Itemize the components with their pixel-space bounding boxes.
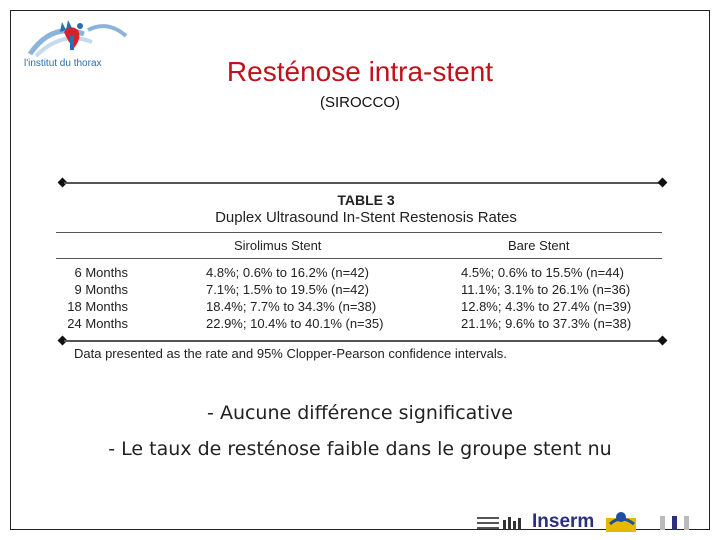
row-label: 9 Months <box>74 282 128 297</box>
col-bare: Bare Stent <box>508 238 570 253</box>
table-row: 18 Months 18.4%; 7.7% to 34.3% (n=38) 12… <box>56 299 676 316</box>
table-row: 6 Months 4.8%; 0.6% to 16.2% (n=42) 4.5%… <box>56 265 676 282</box>
institute-logo-icon <box>477 517 521 530</box>
row-label: 18 Months <box>67 299 128 314</box>
slide-frame <box>10 10 710 530</box>
col-sirolimus: Sirolimus Stent <box>234 238 322 253</box>
nantes-logo-icon <box>660 516 689 530</box>
footer-logos: Inserm <box>470 510 710 536</box>
institut-thorax-logo: l'institut du thorax <box>22 16 132 74</box>
inserm-logo: Inserm <box>532 511 595 532</box>
table-footnote: Data presented as the rate and 95% Clopp… <box>74 346 507 361</box>
bullet-1: - Aucune différence significative <box>207 402 513 424</box>
table-label: TABLE 3 <box>337 192 395 208</box>
top-rule <box>64 182 660 184</box>
rule-right-diamond-icon <box>657 335 668 346</box>
bottom-rule <box>64 340 660 342</box>
body-rule <box>56 258 662 259</box>
table-row: 24 Months 22.9%; 10.4% to 40.1% (n=35) 2… <box>56 316 676 333</box>
restenosis-table: TABLE 3 Duplex Ultrasound In-Stent Reste… <box>56 172 676 372</box>
cell-bare: 12.8%; 4.3% to 27.4% (n=39) <box>461 299 632 314</box>
cell-bare: 4.5%; 0.6% to 15.5% (n=44) <box>461 265 624 280</box>
logo-text: l'institut du thorax <box>24 58 102 69</box>
thorax-logo-icon <box>27 20 128 58</box>
university-logo-icon <box>606 512 636 532</box>
cell-sirolimus: 7.1%; 1.5% to 19.5% (n=42) <box>206 282 369 297</box>
cell-bare: 11.1%; 3.1% to 26.1% (n=36) <box>461 282 631 297</box>
cell-bare: 21.1%; 9.6% to 37.3% (n=38) <box>461 316 632 331</box>
cell-sirolimus: 22.9%; 10.4% to 40.1% (n=35) <box>206 316 384 331</box>
cell-sirolimus: 18.4%; 7.7% to 34.3% (n=38) <box>206 299 377 314</box>
header-rule <box>56 232 662 233</box>
page-subtitle: (SIROCCO) <box>320 94 400 111</box>
table-row: 9 Months 7.1%; 1.5% to 19.5% (n=42) 11.1… <box>56 282 676 299</box>
bullet-2: - Le taux de resténose faible dans le gr… <box>108 438 612 460</box>
cell-sirolimus: 4.8%; 0.6% to 16.2% (n=42) <box>206 265 369 280</box>
rule-right-diamond-icon <box>657 177 668 188</box>
table-caption: Duplex Ultrasound In-Stent Restenosis Ra… <box>215 209 517 226</box>
row-label: 6 Months <box>74 265 128 280</box>
page-title: Resténose intra-stent <box>226 56 494 87</box>
row-label: 24 Months <box>67 316 128 331</box>
